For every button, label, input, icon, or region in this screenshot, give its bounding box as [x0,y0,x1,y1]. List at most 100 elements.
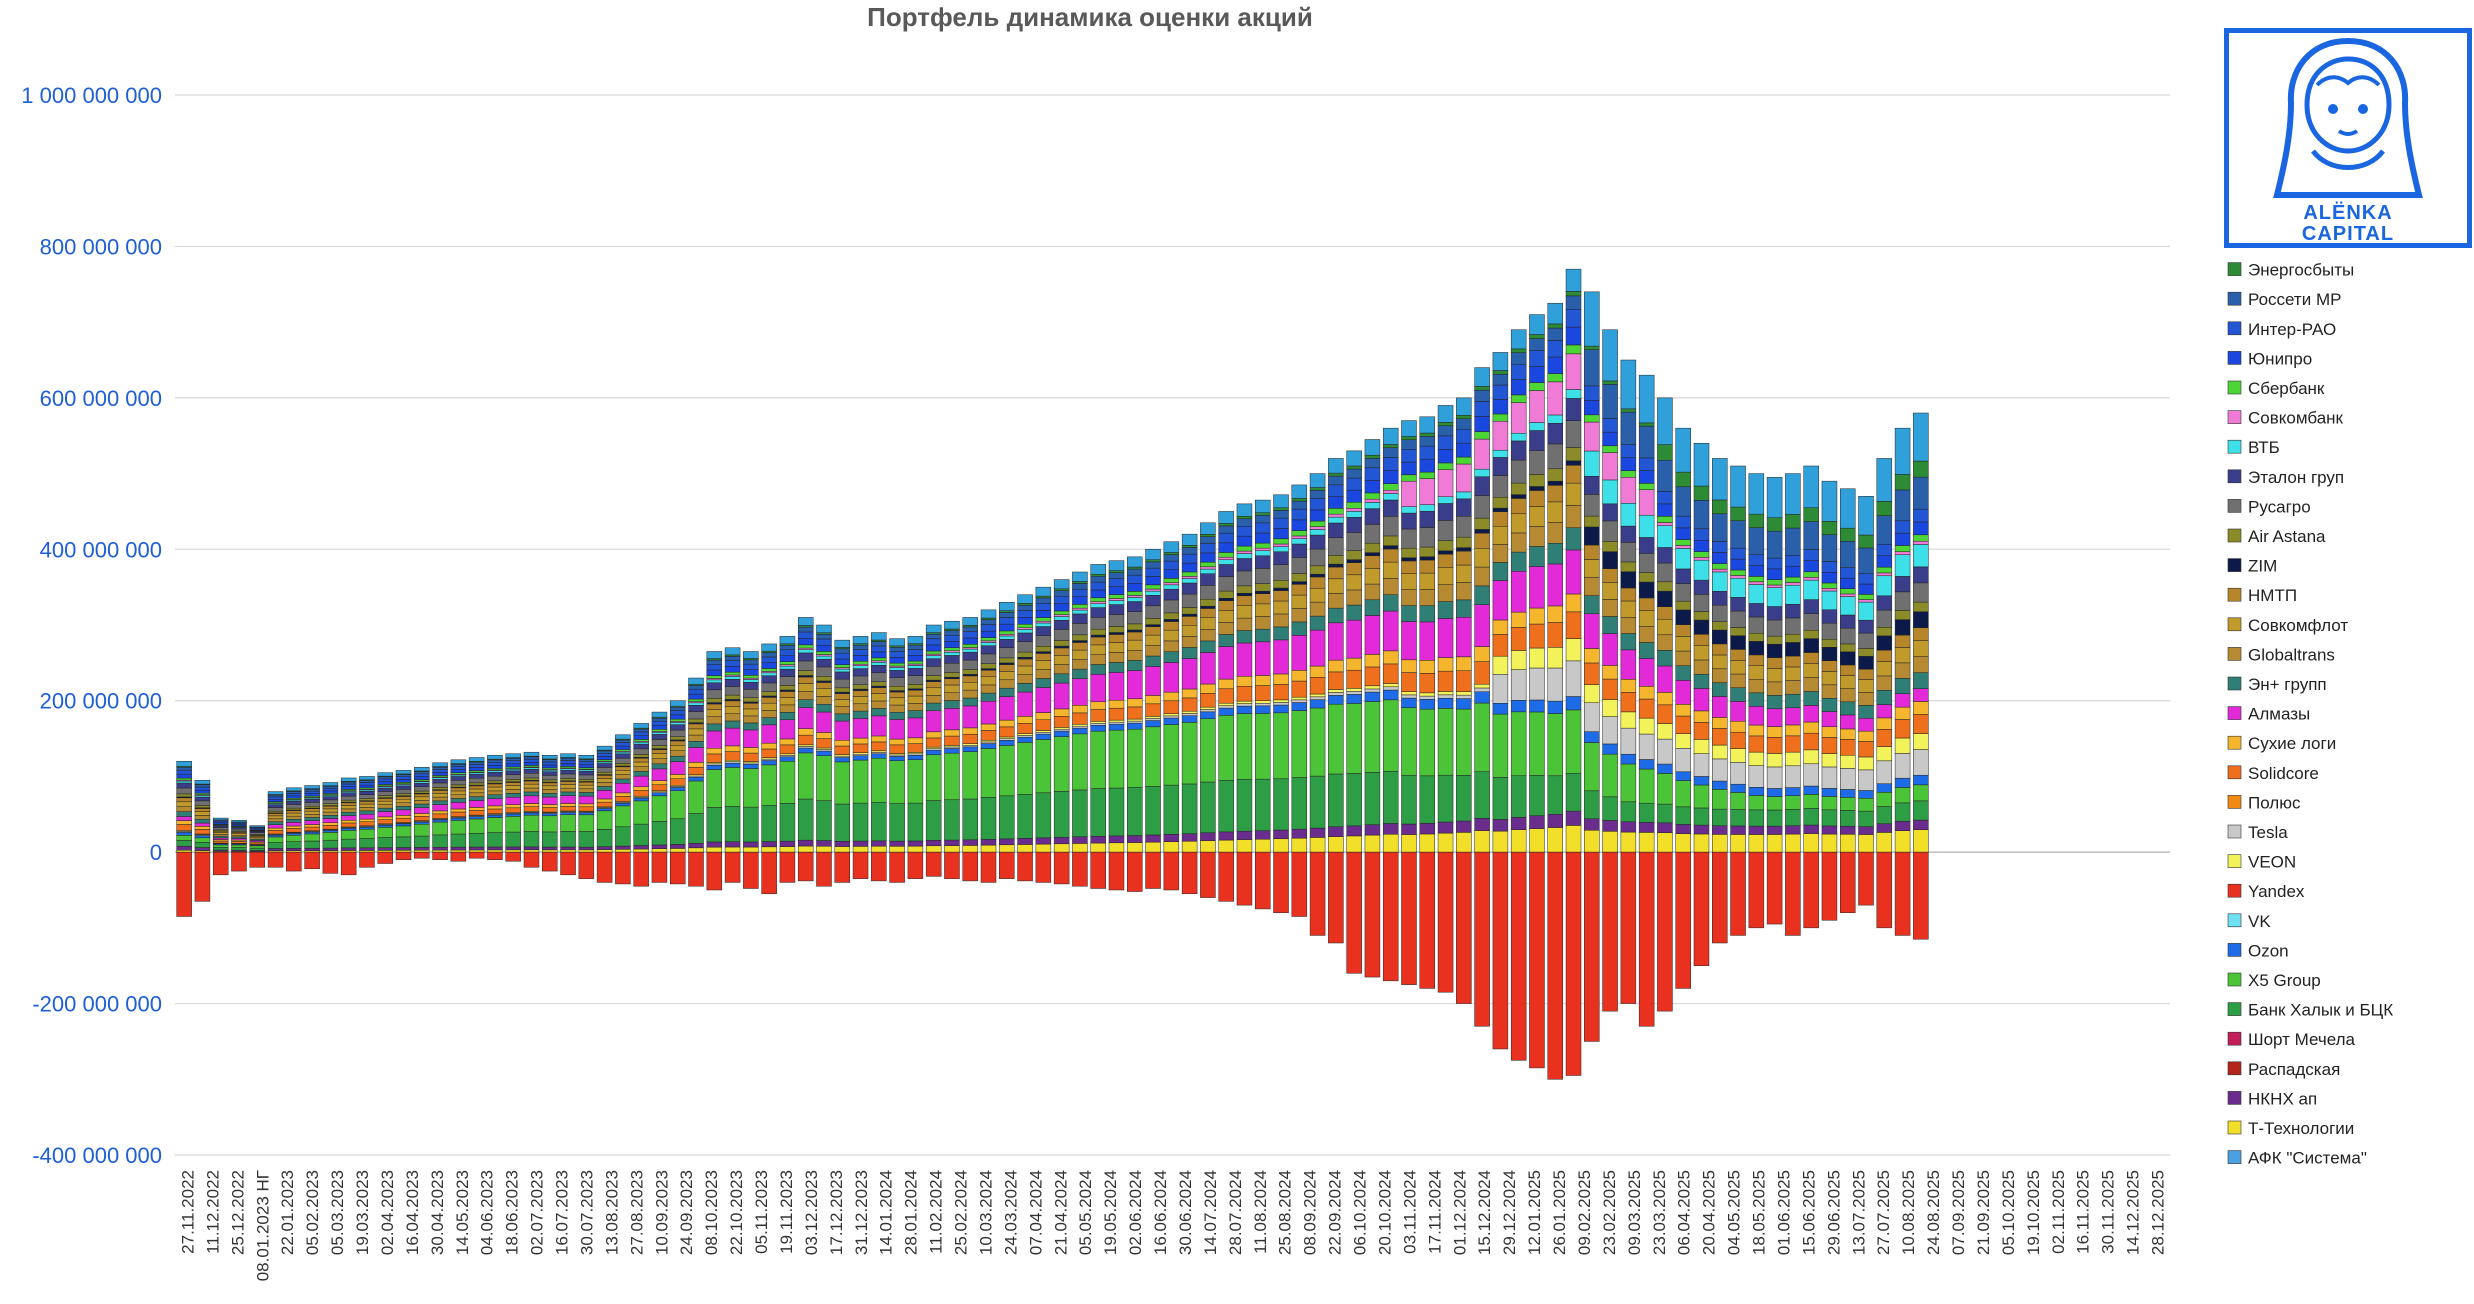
bar-segment [1638,802,1655,823]
bar-segment [468,816,485,820]
bar-segment [1163,717,1180,725]
bar-segment [359,780,375,783]
bar-segment [1529,486,1545,491]
bar-segment [1364,508,1381,525]
bar-segment [1766,796,1783,811]
bar-segment [1785,634,1801,643]
bar-segment [1803,808,1819,826]
x-tick-label: 25.12.2022 [228,1170,247,1255]
bar-segment [1456,463,1472,493]
bar-segment [1456,442,1472,458]
bar-segment [1492,634,1509,657]
bar-segment [944,672,960,678]
bar-segment [1839,826,1856,835]
bar-segment [1894,591,1911,611]
bar-segment [1309,707,1326,777]
bar-segment [706,689,723,699]
bar-segment [1273,494,1289,508]
bar-segment [633,845,649,850]
bar-segment [267,794,284,798]
bar-segment [1474,529,1490,534]
bar-segment [1218,634,1234,647]
bar-segment [1072,668,1088,679]
bar-segment [414,767,430,772]
bar-segment [1474,830,1490,853]
bar-segment [816,732,832,739]
bar-segment [1638,698,1655,719]
bar-segment [1529,366,1545,383]
bar-segment [1748,641,1765,656]
bar-segment [1254,590,1271,594]
bar-segment [1803,721,1819,734]
bar-segment [1803,613,1819,631]
bar-segment-negative [1236,851,1253,906]
bar-segment [1839,714,1856,730]
bar-segment [633,775,649,788]
bar-segment [1894,737,1911,754]
bar-segment [1273,600,1289,615]
x-tick-label: 15.06.2025 [1799,1170,1818,1255]
bar-segment [414,793,430,798]
bar-segment [1492,777,1509,820]
legend-label: Эн+ групп [2248,675,2327,694]
legend-label: НКНХ ап [2248,1089,2317,1108]
bar-segment [1492,370,1509,375]
bar-segment [194,818,211,824]
bar-segment [560,849,576,853]
bar-segment [633,757,649,763]
bar-segment [1510,352,1527,365]
bar-segment [432,787,448,790]
bar-segment [1017,723,1033,734]
bar-segment [1108,699,1125,709]
bar-segment [1309,676,1326,695]
legend-swatch [2227,735,2242,750]
bar-segment [1108,598,1125,601]
bar-segment [1437,435,1454,450]
bar-segment [1127,698,1143,708]
bar-segment [1510,432,1527,442]
bar-segment [523,846,540,851]
bar-segment-negative [688,851,704,887]
bar-segment [1236,839,1253,853]
bar-segment-negative [1693,851,1710,966]
bar-segment [1236,605,1253,619]
bar-segment [1693,579,1710,595]
bar-segment [1364,666,1381,687]
bar-segment [1273,778,1289,831]
bar-segment [176,773,192,779]
bar-segment [1181,607,1198,615]
bar-segment [1291,710,1308,778]
bar-segment [651,792,668,797]
bar-segment-negative [1858,851,1874,906]
bar-segment [1584,595,1600,614]
bar-segment [1035,653,1052,661]
bar-segment [1565,353,1582,390]
bar-segment [1456,691,1472,696]
bar-segment [1035,739,1052,794]
bar-segment [1437,708,1454,776]
bar-segment [542,761,558,766]
bar-segment [1730,635,1746,650]
bar-segment [1200,652,1216,685]
bar-segment [1254,532,1271,544]
bar-segment [1894,427,1911,475]
legend-label: Шорт Мечела [2248,1030,2356,1049]
bar-segment [834,658,851,665]
x-tick-label: 02.04.2023 [378,1170,397,1255]
x-tick-label: 27.07.2025 [1874,1170,1893,1255]
bar-segment [286,807,302,811]
bar-segment [1858,573,1874,585]
bar-segment [1218,552,1234,558]
bar-segment [1309,699,1326,709]
bar-segment [1492,457,1509,476]
bar-segment [706,698,723,703]
bar-segment [1035,732,1052,735]
bar-segment [1108,560,1125,571]
legend-label: Совкомфлот [2248,616,2348,635]
bar-segment [1821,753,1838,768]
bar-segment [1218,831,1234,841]
bar-segment [1145,561,1161,569]
bar-segment [615,774,631,780]
bar-segment [1254,512,1271,516]
bar-segment [267,830,284,835]
